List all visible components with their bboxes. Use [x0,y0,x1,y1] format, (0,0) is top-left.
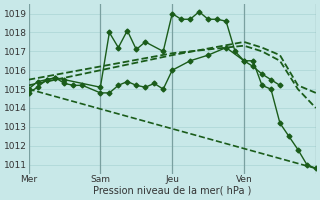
X-axis label: Pression niveau de la mer( hPa ): Pression niveau de la mer( hPa ) [93,186,252,196]
